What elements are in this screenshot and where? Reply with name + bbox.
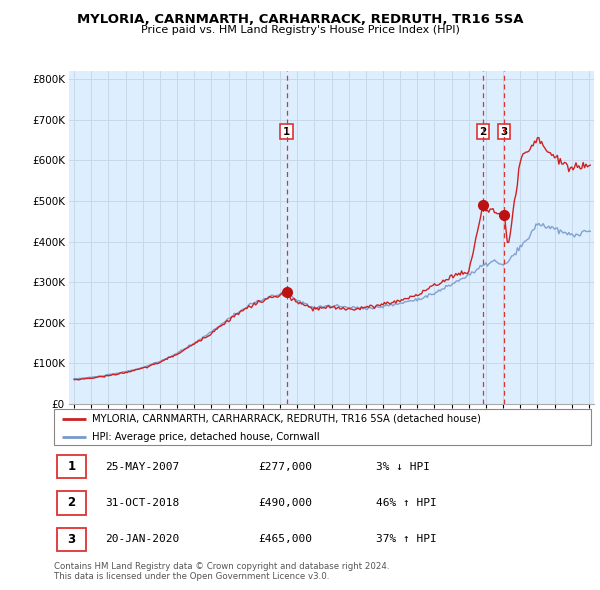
Text: MYLORIA, CARNMARTH, CARHARRACK, REDRUTH, TR16 5SA: MYLORIA, CARNMARTH, CARHARRACK, REDRUTH,… bbox=[77, 13, 523, 26]
Text: £490,000: £490,000 bbox=[258, 498, 312, 508]
Text: 25-MAY-2007: 25-MAY-2007 bbox=[105, 461, 179, 471]
Text: 3% ↓ HPI: 3% ↓ HPI bbox=[376, 461, 430, 471]
Text: 3: 3 bbox=[67, 533, 76, 546]
Text: This data is licensed under the Open Government Licence v3.0.: This data is licensed under the Open Gov… bbox=[54, 572, 329, 581]
Text: 31-OCT-2018: 31-OCT-2018 bbox=[105, 498, 179, 508]
Text: £277,000: £277,000 bbox=[258, 461, 312, 471]
Text: 37% ↑ HPI: 37% ↑ HPI bbox=[376, 535, 437, 545]
Text: 3: 3 bbox=[500, 127, 508, 137]
Text: 46% ↑ HPI: 46% ↑ HPI bbox=[376, 498, 437, 508]
Text: Contains HM Land Registry data © Crown copyright and database right 2024.: Contains HM Land Registry data © Crown c… bbox=[54, 562, 389, 571]
FancyBboxPatch shape bbox=[56, 527, 86, 551]
Text: 2: 2 bbox=[479, 127, 487, 137]
Text: 1: 1 bbox=[67, 460, 76, 473]
FancyBboxPatch shape bbox=[54, 409, 591, 445]
FancyBboxPatch shape bbox=[56, 455, 86, 478]
Text: 1: 1 bbox=[283, 127, 290, 137]
Text: HPI: Average price, detached house, Cornwall: HPI: Average price, detached house, Corn… bbox=[92, 432, 319, 442]
Text: 2: 2 bbox=[67, 496, 76, 510]
FancyBboxPatch shape bbox=[56, 491, 86, 515]
Text: 20-JAN-2020: 20-JAN-2020 bbox=[105, 535, 179, 545]
Text: £465,000: £465,000 bbox=[258, 535, 312, 545]
Text: Price paid vs. HM Land Registry's House Price Index (HPI): Price paid vs. HM Land Registry's House … bbox=[140, 25, 460, 35]
Text: MYLORIA, CARNMARTH, CARHARRACK, REDRUTH, TR16 5SA (detached house): MYLORIA, CARNMARTH, CARHARRACK, REDRUTH,… bbox=[92, 414, 481, 424]
